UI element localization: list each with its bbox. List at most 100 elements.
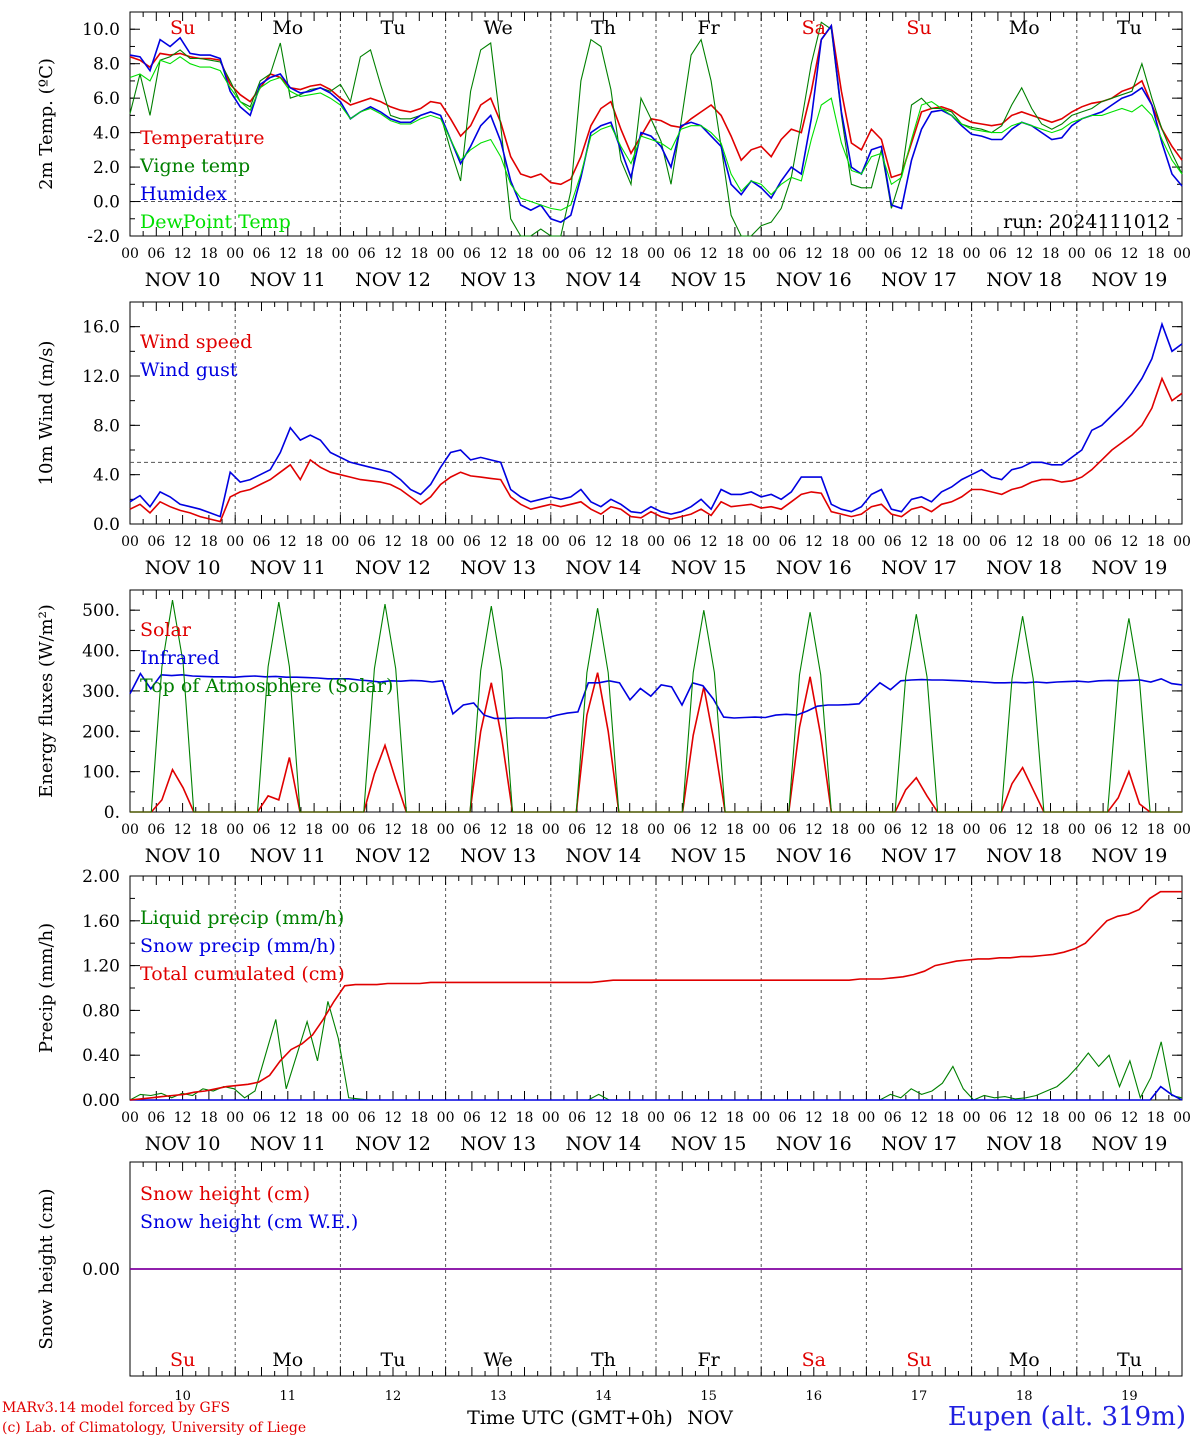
hour-tick-label: 00: [121, 534, 139, 550]
day-number: 10: [174, 1389, 191, 1404]
hour-tick-label: 12: [1015, 246, 1033, 262]
hour-tick-label: 18: [1042, 534, 1060, 550]
y-tick-label: 1.60: [82, 912, 120, 932]
hour-tick-label: 18: [1042, 822, 1060, 838]
weekday-label: Tu: [1117, 1349, 1142, 1371]
weekday-label: Su: [170, 1349, 195, 1371]
date-label: NOV 19: [1091, 845, 1167, 867]
weekday-label: Sa: [802, 17, 826, 39]
panel-0-frame: [129, 11, 1183, 237]
y-axis-label: Precip (mm/h): [36, 923, 57, 1053]
hour-tick-label: 00: [1068, 1110, 1086, 1126]
date-label: NOV 14: [565, 269, 641, 291]
hour-tick-label: 06: [673, 246, 691, 262]
hour-tick-label: 06: [568, 534, 586, 550]
hour-tick-label: 06: [779, 1110, 797, 1126]
weekday-label: Mo: [272, 17, 303, 39]
legend-entry: Humidex: [140, 183, 227, 205]
date-label: NOV 10: [145, 845, 221, 867]
hour-tick-label: 06: [253, 534, 271, 550]
y-tick-label: 0.: [104, 803, 120, 823]
hour-tick-label: 18: [410, 246, 428, 262]
legend-entry: Vigne temp: [139, 155, 250, 177]
hour-tick-label: 18: [1147, 822, 1165, 838]
hour-tick-label: 06: [1094, 534, 1112, 550]
hour-tick-label: 06: [463, 534, 481, 550]
hour-tick-label: 00: [1068, 822, 1086, 838]
hour-tick-label: 12: [594, 822, 612, 838]
date-label: NOV 18: [986, 269, 1062, 291]
day-number: 13: [490, 1389, 507, 1404]
y-tick-label: 100.: [82, 763, 120, 783]
hour-tick-label: 06: [989, 822, 1007, 838]
hour-tick-label: 06: [884, 822, 902, 838]
hour-tick-label: 18: [936, 1110, 954, 1126]
day-number: 12: [385, 1389, 402, 1404]
hour-tick-label: 00: [331, 534, 349, 550]
hour-tick-label: 18: [621, 534, 639, 550]
legend-entry: Wind speed: [140, 331, 252, 353]
hour-tick-label: 18: [726, 1110, 744, 1126]
legend-entry: Infrared: [140, 647, 220, 669]
hour-tick-label: 12: [1015, 534, 1033, 550]
hour-tick-label: 12: [174, 1110, 192, 1126]
hour-tick-label: 12: [805, 822, 823, 838]
weekday-label: Su: [906, 17, 931, 39]
date-label: NOV 17: [881, 557, 957, 579]
date-label: NOV 10: [145, 1133, 221, 1155]
hour-tick-label: 06: [147, 246, 165, 262]
y-tick-label: 4.0: [93, 466, 120, 486]
y-tick-label: 12.0: [82, 367, 120, 387]
hour-tick-label: 00: [857, 822, 875, 838]
date-label: NOV 19: [1091, 1133, 1167, 1155]
hour-tick-label: 00: [226, 1110, 244, 1126]
hour-tick-label: 00: [647, 534, 665, 550]
hour-tick-label: 12: [489, 1110, 507, 1126]
hour-tick-label: 18: [410, 822, 428, 838]
hour-tick-label: 00: [331, 246, 349, 262]
date-label: NOV 13: [460, 1133, 536, 1155]
weekday-label: Mo: [272, 1349, 303, 1371]
hour-tick-label: 00: [1173, 534, 1191, 550]
lab-credit: (c) Lab. of Climatology, University of L…: [2, 1420, 307, 1436]
hour-tick-label: 18: [1147, 1110, 1165, 1126]
hour-tick-label: 12: [700, 1110, 718, 1126]
date-label: NOV 12: [355, 557, 431, 579]
hour-tick-label: 06: [989, 534, 1007, 550]
hour-tick-label: 00: [121, 822, 139, 838]
hour-tick-label: 18: [831, 822, 849, 838]
hour-tick-label: 18: [305, 822, 323, 838]
hour-tick-label: 06: [989, 246, 1007, 262]
station-location: Eupen (alt. 319m): [947, 1402, 1186, 1432]
series-line-0-3: [129, 56, 1183, 211]
hour-tick-label: 18: [516, 534, 534, 550]
hour-tick-label: 12: [279, 1110, 297, 1126]
date-label: NOV 14: [565, 557, 641, 579]
hour-tick-label: 06: [779, 534, 797, 550]
y-tick-label: 400.: [82, 642, 120, 662]
hour-tick-label: 06: [358, 1110, 376, 1126]
hour-tick-label: 12: [279, 246, 297, 262]
date-label: NOV 17: [881, 1133, 957, 1155]
hour-tick-label: 18: [200, 246, 218, 262]
hour-tick-label: 18: [200, 822, 218, 838]
hour-tick-label: 12: [384, 1110, 402, 1126]
date-label: NOV 12: [355, 269, 431, 291]
y-axis-label: Energy fluxes (W/m²): [36, 604, 57, 798]
hour-tick-label: 12: [1015, 1110, 1033, 1126]
x-axis-month: NOV: [687, 1407, 733, 1429]
series-line-2-2: [130, 600, 1182, 813]
hour-tick-label: 00: [1173, 1110, 1191, 1126]
hour-tick-label: 18: [621, 246, 639, 262]
hour-tick-label: 00: [437, 534, 455, 550]
series-line-2-1: [129, 672, 1183, 720]
date-label: NOV 13: [460, 557, 536, 579]
date-label: NOV 13: [460, 269, 536, 291]
hour-tick-label: 00: [542, 1110, 560, 1126]
weekday-label: Fr: [697, 17, 720, 39]
series-line-3-2: [129, 890, 1182, 1101]
hour-tick-label: 06: [884, 246, 902, 262]
weekday-label: We: [484, 17, 513, 39]
hour-tick-label: 12: [594, 1110, 612, 1126]
hour-tick-label: 00: [857, 534, 875, 550]
